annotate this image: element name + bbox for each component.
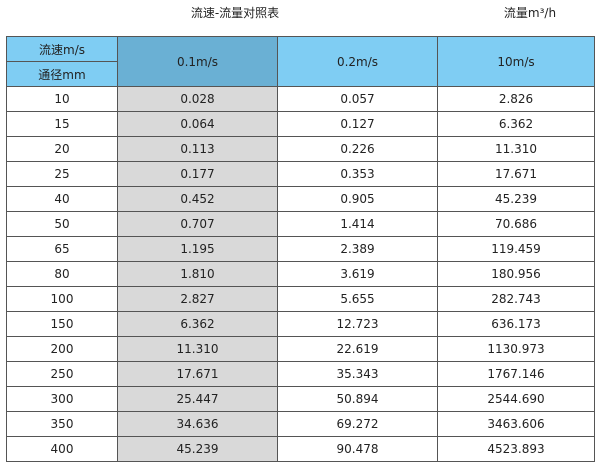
table-row: 10 0.028 0.057 2.826 [6,86,595,112]
table-row: 400 45.239 90.478 4523.893 [6,436,595,462]
table-row: 80 1.810 3.619 180.956 [6,261,595,287]
table-row: 150 6.362 12.723 636.173 [6,311,595,337]
flow-unit-label: 流量m³/h [503,6,557,20]
flow-cell: 2544.690 [437,386,595,412]
diameter-cell: 200 [6,336,118,362]
flow-cell: 0.353 [277,161,438,187]
diameter-cell: 250 [6,361,118,387]
flow-cell: 35.343 [277,361,438,387]
flow-cell: 0.707 [117,211,278,237]
flow-cell: 0.057 [277,86,438,112]
diameter-cell: 50 [6,211,118,237]
diameter-cell: 15 [6,111,118,137]
velocity-flow-table: 流速m/s 0.1m/s 0.2m/s 10m/s 通径mm 10 0.028 0.… [6,36,595,462]
flow-cell: 50.894 [277,386,438,412]
flow-cell: 70.686 [437,211,595,237]
flow-cell: 0.028 [117,86,278,112]
table-row: 350 34.636 69.272 3463.606 [6,411,595,437]
diameter-cell: 100 [6,286,118,312]
diameter-cell: 20 [6,136,118,162]
flow-cell: 1.810 [117,261,278,287]
flow-cell: 11.310 [437,136,595,162]
flow-cell: 2.826 [437,86,595,112]
flow-cell: 69.272 [277,411,438,437]
flow-cell: 0.113 [117,136,278,162]
flow-cell: 1.414 [277,211,438,237]
flow-cell: 0.127 [277,111,438,137]
diameter-cell: 10 [6,86,118,112]
diameter-cell: 40 [6,186,118,212]
velocity-header: 流速m/s [6,36,118,62]
table-row: 20 0.113 0.226 11.310 [6,136,595,162]
flow-cell: 282.743 [437,286,595,312]
flow-cell: 0.226 [277,136,438,162]
flow-cell: 180.956 [437,261,595,287]
diameter-cell: 300 [6,386,118,412]
table-row: 300 25.447 50.894 2544.690 [6,386,595,412]
table-row: 65 1.195 2.389 119.459 [6,236,595,262]
flow-cell: 0.064 [117,111,278,137]
flow-cell: 3.619 [277,261,438,287]
flow-cell: 3463.606 [437,411,595,437]
flow-cell: 17.671 [437,161,595,187]
column-header-10: 10m/s [437,36,595,87]
table-row: 25 0.177 0.353 17.671 [6,161,595,187]
diameter-cell: 350 [6,411,118,437]
flow-cell: 5.655 [277,286,438,312]
flow-cell: 2.389 [277,236,438,262]
flow-cell: 0.905 [277,186,438,212]
flow-cell: 0.177 [117,161,278,187]
table-row: 200 11.310 22.619 1130.973 [6,336,595,362]
table-row: 40 0.452 0.905 45.239 [6,186,595,212]
flow-cell: 6.362 [117,311,278,337]
flow-cell: 17.671 [117,361,278,387]
flow-cell: 4523.893 [437,436,595,462]
flow-cell: 1130.973 [437,336,595,362]
table-row: 15 0.064 0.127 6.362 [6,111,595,137]
diameter-cell: 150 [6,311,118,337]
column-header-0.1: 0.1m/s [117,36,278,87]
flow-cell: 11.310 [117,336,278,362]
diameter-cell: 400 [6,436,118,462]
flow-cell: 636.173 [437,311,595,337]
flow-cell: 12.723 [277,311,438,337]
flow-cell: 25.447 [117,386,278,412]
flow-cell: 22.619 [277,336,438,362]
flow-cell: 1767.146 [437,361,595,387]
flow-cell: 45.239 [437,186,595,212]
flow-cell: 0.452 [117,186,278,212]
table-body: 10 0.028 0.057 2.826 15 0.064 0.127 6.362 20 0.11… [6,86,595,462]
table-row: 100 2.827 5.655 282.743 [6,286,595,312]
flow-cell: 90.478 [277,436,438,462]
table-title: 流速-流量对照表 [190,6,280,20]
flow-cell: 2.827 [117,286,278,312]
flow-cell: 45.239 [117,436,278,462]
flow-cell: 1.195 [117,236,278,262]
table-row: 250 17.671 35.343 1767.146 [6,361,595,387]
column-header-0.2: 0.2m/s [277,36,438,87]
diameter-cell: 80 [6,261,118,287]
diameter-cell: 25 [6,161,118,187]
diameter-cell: 65 [6,236,118,262]
flow-cell: 34.636 [117,411,278,437]
flow-cell: 119.459 [437,236,595,262]
diameter-header: 通径mm [6,61,118,87]
flow-cell: 6.362 [437,111,595,137]
table-row: 50 0.707 1.414 70.686 [6,211,595,237]
